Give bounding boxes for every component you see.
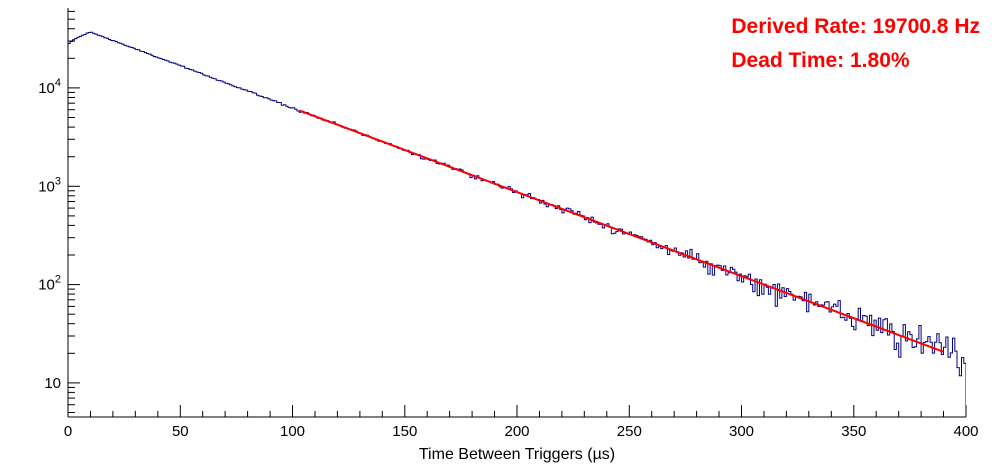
svg-text:400: 400 [953,423,978,440]
svg-text:10: 10 [44,375,61,392]
annotation-block: Derived Rate: 19700.8 Hz Dead Time: 1.80… [731,10,980,78]
svg-text:102: 102 [38,274,61,294]
x-ticks [67,405,967,417]
annotation-dead-time: Dead Time: 1.80% [731,49,910,72]
svg-text:104: 104 [38,77,61,97]
svg-text:103: 103 [38,175,61,195]
histogram-series [68,31,966,417]
histogram-line [68,31,966,417]
svg-text:350: 350 [841,423,866,440]
svg-text:100: 100 [280,423,305,440]
svg-text:0: 0 [64,423,72,440]
fit-line [298,109,944,353]
y-ticks [68,10,80,413]
x-axis-title: Time Between Triggers (µs) [419,446,615,463]
svg-text:200: 200 [504,423,529,440]
svg-text:150: 150 [392,423,417,440]
svg-text:250: 250 [617,423,642,440]
y-tick-labels: 10 102 103 104 [38,77,61,392]
annotation-derived-rate: Derived Rate: 19700.8 Hz [731,15,980,38]
x-tick-labels: 0 50 100 150 200 250 300 350 400 [64,423,979,440]
svg-text:50: 50 [172,423,189,440]
svg-text:300: 300 [729,423,754,440]
